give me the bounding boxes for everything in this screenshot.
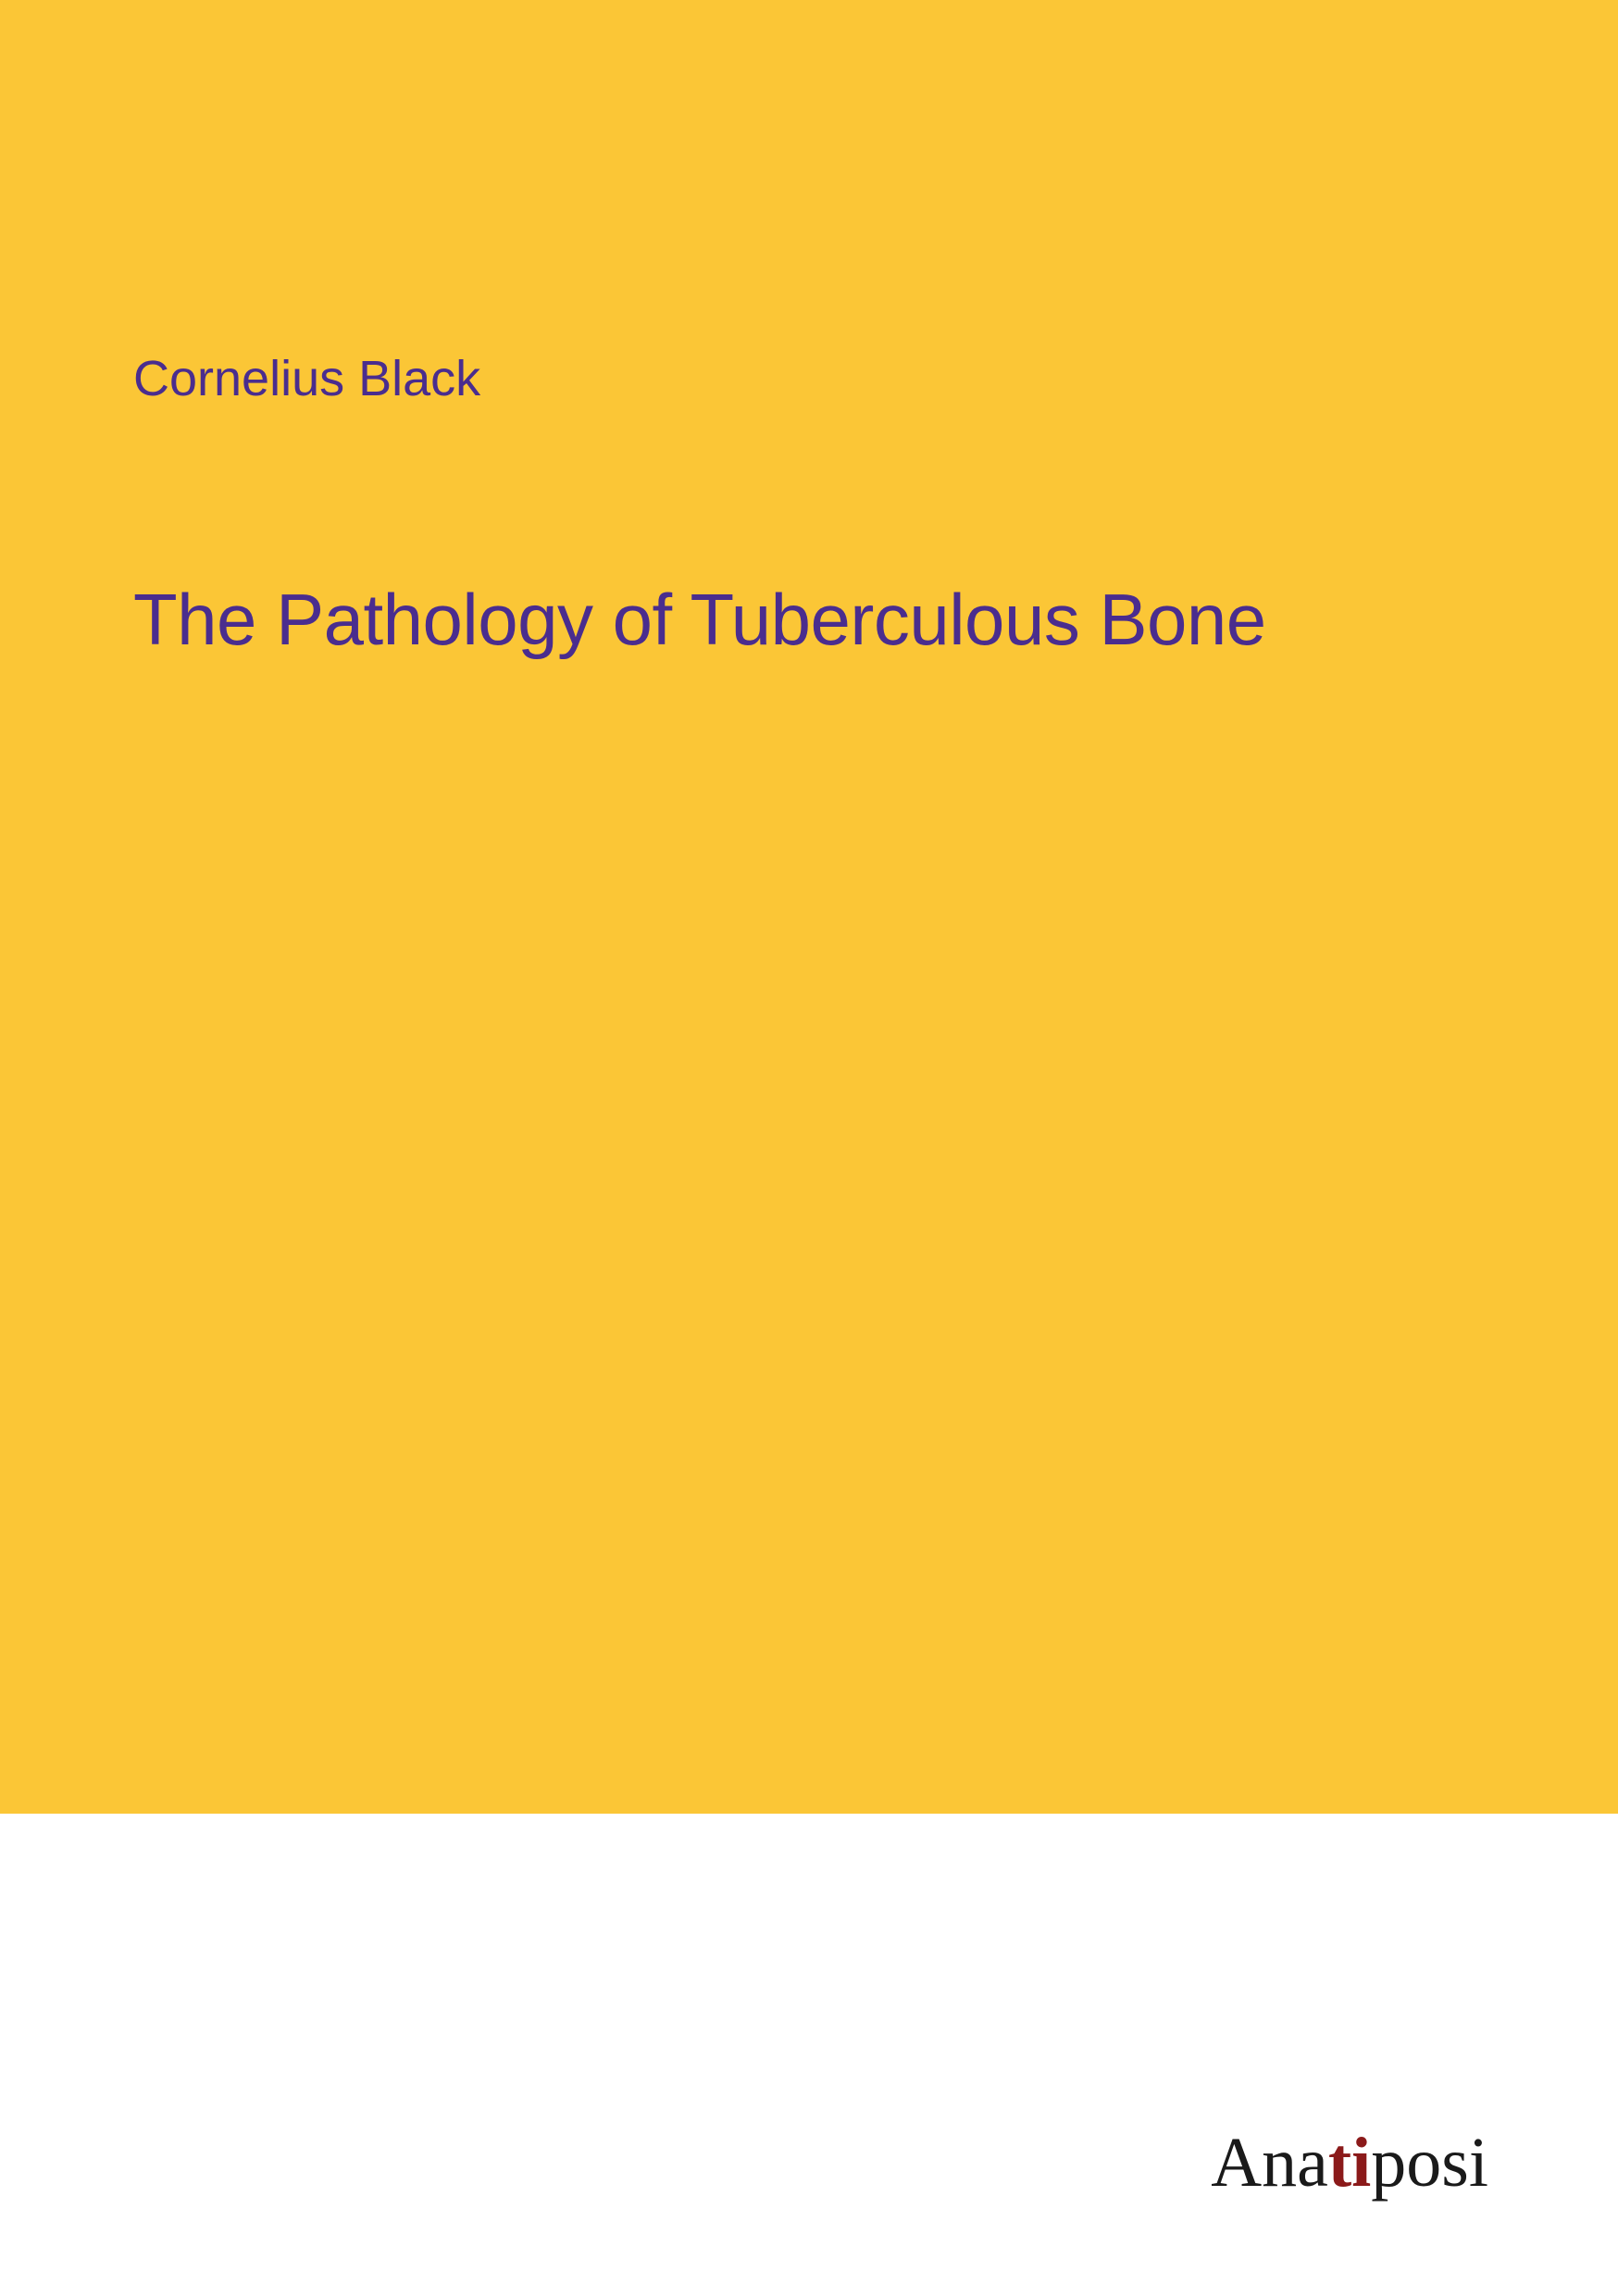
- publisher-part-ti: ti: [1328, 2124, 1371, 2202]
- white-background: Anatiposi: [0, 1814, 1618, 2296]
- book-title: The Pathology of Tuberculous Bone: [133, 578, 1266, 662]
- publisher-part-posi: posi: [1371, 2124, 1488, 2202]
- author-name: Cornelius Black: [133, 350, 480, 407]
- yellow-background: Cornelius Black The Pathology of Tubercu…: [0, 0, 1618, 1814]
- publisher-part-ana: Ana: [1211, 2124, 1328, 2202]
- publisher-logo: Anatiposi: [1211, 2123, 1488, 2203]
